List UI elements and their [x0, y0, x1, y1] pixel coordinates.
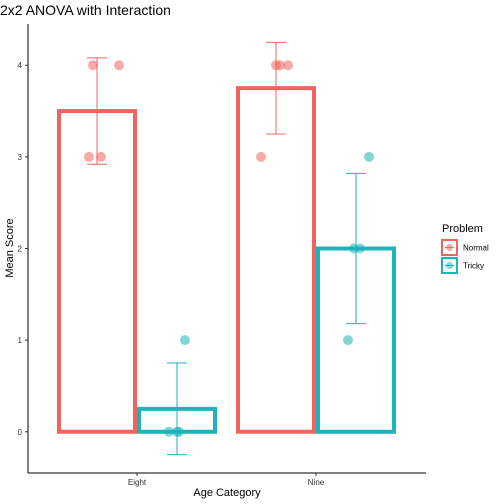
y-tick-label-4: 4: [18, 61, 23, 70]
y-tick-label-1: 1: [18, 336, 23, 345]
bar-normal-nine: [236, 86, 316, 434]
y-tick-label-3: 3: [18, 153, 23, 162]
y-axis-title: Mean Score: [4, 218, 16, 277]
error-bar-normal-nine: [266, 41, 286, 135]
y-axis-ticks: 0 1 2 3 4: [18, 61, 28, 437]
legend-label-normal: Normal: [463, 244, 489, 253]
x-axis-ticks: Eight Nine: [128, 473, 325, 487]
chart-title: 2x2 ANOVA with Interaction: [0, 2, 171, 18]
y-tick-label-0: 0: [18, 428, 23, 437]
point-tricky-nine-3: [364, 151, 374, 162]
point-normal-eight-2: [88, 60, 98, 71]
point-tricky-eight-1: [164, 426, 174, 437]
legend: Problem Normal Tricky: [441, 223, 489, 274]
x-axis-title: Age Category: [193, 487, 261, 499]
point-normal-eight-3: [114, 60, 124, 71]
plot-area: [57, 41, 396, 456]
legend-item-normal: Normal: [441, 239, 489, 256]
point-normal-nine-3: [283, 60, 293, 71]
y-tick-label-2: 2: [18, 245, 23, 254]
legend-label-tricky: Tricky: [463, 262, 484, 271]
error-bar-normal-eight: [87, 57, 107, 165]
legend-item-tricky: Tricky: [441, 257, 484, 274]
error-bar-tricky-nine: [346, 172, 366, 325]
point-normal-nine-0: [256, 151, 266, 162]
point-tricky-eight-0: [180, 335, 190, 346]
x-tick-label-1: Nine: [308, 478, 325, 487]
point-normal-eight-0: [84, 151, 94, 162]
x-tick-label-0: Eight: [128, 478, 147, 487]
legend-title: Problem: [442, 223, 483, 235]
error-bar-tricky-eight: [167, 362, 187, 456]
point-normal-nine-2: [275, 60, 285, 71]
point-tricky-nine-0: [343, 335, 353, 346]
point-normal-eight-1: [96, 151, 106, 162]
point-tricky-nine-2: [355, 243, 365, 254]
